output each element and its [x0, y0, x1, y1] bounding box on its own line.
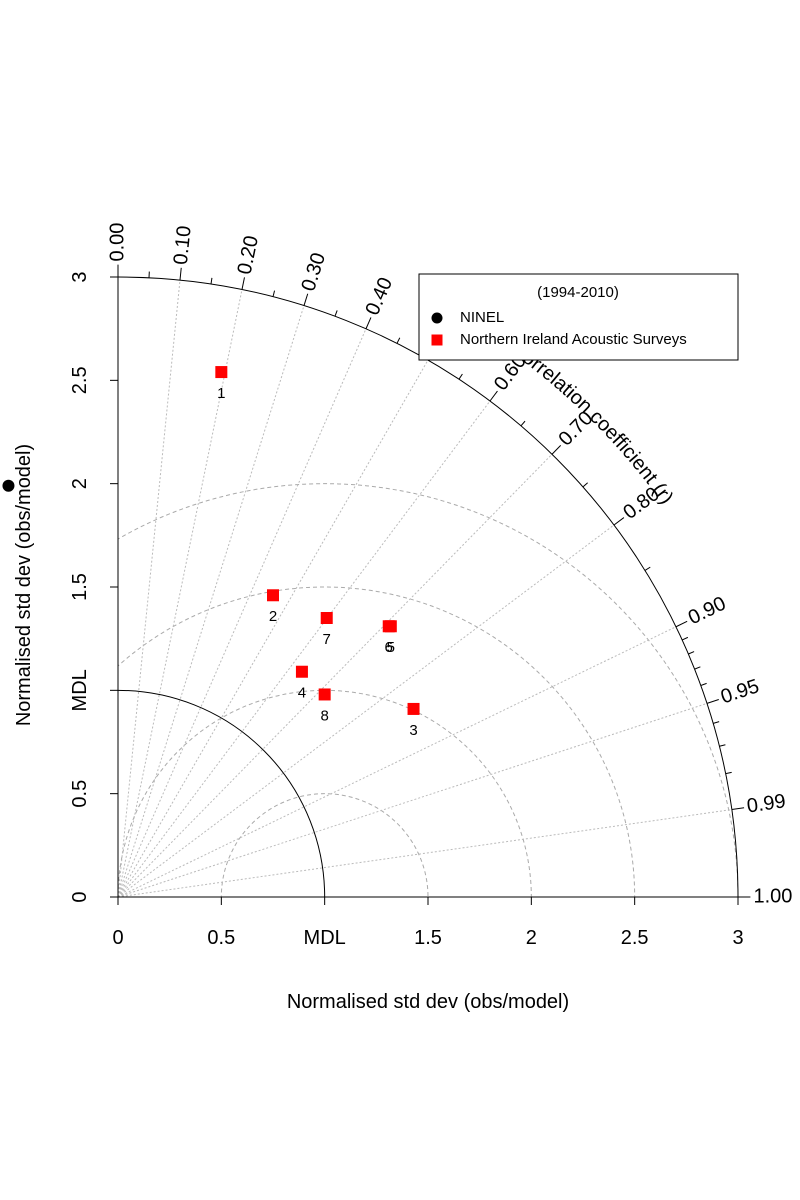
x-tick-label: MDL [304, 927, 346, 949]
cor-tick [241, 277, 245, 290]
x-tick-label: 2 [526, 927, 537, 949]
legend-title: (1994-2010) [537, 284, 619, 301]
point [267, 589, 279, 602]
point-label: 1 [217, 385, 225, 402]
cor-grid-line [117, 453, 553, 898]
y-tick-label: MDL [69, 669, 91, 711]
cor-minor-tick [688, 651, 695, 655]
cor-tick-label: 0.90 [685, 592, 730, 629]
point-label: 7 [323, 631, 331, 648]
cor-minor-tick [644, 566, 651, 571]
x-axis-title: Normalised std dev (obs/model) [287, 991, 569, 1013]
cor-tick [179, 267, 182, 281]
cor-grid-line [117, 809, 732, 898]
cor-minor-tick [396, 337, 401, 344]
point-label: 5 [387, 639, 395, 656]
point-label: 4 [298, 685, 306, 702]
point-label: 2 [269, 608, 277, 625]
cor-minor-tick [713, 721, 720, 724]
cor-tick [731, 807, 745, 811]
point [318, 688, 331, 701]
cor-minor-tick [334, 310, 338, 317]
cor-minor-tick [520, 420, 526, 427]
cor-tick-label: 0.30 [297, 250, 330, 294]
y-tick-label: 2 [69, 478, 91, 489]
legend-box [418, 273, 739, 361]
reference-arc [117, 689, 326, 898]
cor-minor-tick [719, 744, 726, 747]
y-tick-label: 0.5 [69, 780, 91, 808]
cor-tick [613, 517, 625, 526]
cor-minor-tick [272, 290, 276, 297]
x-tick-label: 0.5 [207, 927, 235, 949]
cor-minor-tick [681, 636, 689, 641]
cor-minor-tick [700, 682, 707, 686]
cor-tick-label: 0.10 [170, 225, 196, 266]
cor-minor-tick [210, 277, 213, 285]
y-tick-label: 2.5 [69, 366, 91, 394]
legend-label: Northern Ireland Acoustic Surveys [460, 331, 687, 348]
cor-tick-label: 0.00 [106, 223, 128, 262]
cor-minor-tick [725, 771, 732, 775]
y-tick-label: 3 [69, 271, 91, 282]
cor-grid-line [117, 359, 429, 898]
cor-tick [489, 390, 498, 402]
cor-axis-title-path: Correlation coefficient (r) [507, 338, 678, 509]
point [215, 366, 228, 379]
point [407, 702, 420, 715]
cor-minor-tick [694, 666, 701, 670]
cor-minor-tick [458, 373, 463, 380]
outer-arc [117, 276, 739, 898]
cor-tick-label: 0.95 [718, 675, 762, 708]
x-tick-label: 2.5 [621, 927, 649, 949]
cor-grid-line [117, 280, 181, 898]
legend-label: NINEL [460, 309, 504, 326]
cor-tick-label: 0.99 [745, 790, 787, 817]
cor-tick [706, 699, 719, 704]
point [382, 620, 395, 633]
cor-grid-line [117, 289, 243, 898]
cor-grid-line [117, 400, 491, 898]
cor-grid-line [117, 328, 367, 898]
cor-grid-line [117, 524, 615, 898]
point [320, 612, 333, 624]
cor-grid-line [117, 702, 708, 898]
point-label: 6 [385, 639, 393, 656]
rms-grid [118, 483, 738, 897]
cor-tick [365, 317, 372, 329]
cor-grid-line [117, 305, 305, 898]
y-axis-title: Normalised std dev (obs/model) [13, 444, 35, 726]
cor-tick-label: 1.00 [754, 885, 793, 907]
cor-tick-label: 0.20 [234, 234, 263, 277]
cor-grid-line [117, 626, 677, 898]
rms-circle [118, 483, 738, 897]
legend-marker [431, 334, 443, 346]
rms-circle [220, 793, 429, 897]
y-tick-label: 1.5 [69, 573, 91, 601]
cor-tick [303, 293, 309, 306]
cor-minor-tick [582, 482, 588, 488]
cor-tick-label: 0.40 [361, 274, 397, 318]
legend-marker [431, 312, 443, 324]
x-tick-label: 1.5 [414, 927, 442, 949]
cor-axis-title: Correlation coefficient (r) [507, 338, 678, 509]
point [2, 479, 15, 492]
cor-tick [675, 620, 688, 628]
cor-tick [551, 445, 562, 455]
point-label: 3 [409, 722, 417, 739]
y-tick-label: 0 [69, 891, 91, 902]
x-tick-label: 0 [112, 927, 123, 949]
x-tick-label: 3 [732, 927, 743, 949]
point-label: 8 [320, 707, 328, 724]
point [295, 665, 308, 678]
